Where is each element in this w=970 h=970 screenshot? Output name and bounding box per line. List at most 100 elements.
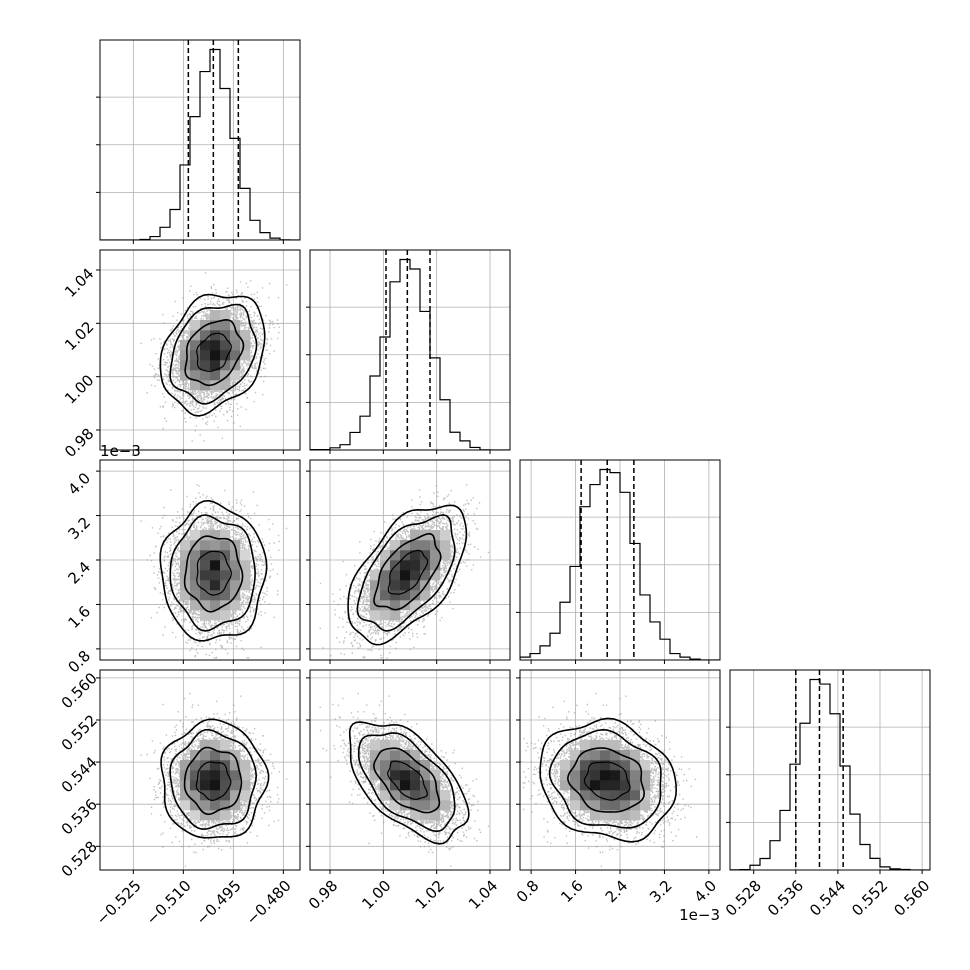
density-cell bbox=[400, 540, 411, 551]
density-cell bbox=[190, 320, 201, 331]
density-cell bbox=[620, 790, 631, 801]
density-cell bbox=[210, 760, 221, 771]
density-cell bbox=[190, 570, 201, 581]
density-cell bbox=[410, 770, 421, 781]
density-cell bbox=[630, 760, 641, 771]
density-cell bbox=[240, 550, 251, 561]
density-cell bbox=[190, 750, 201, 761]
density-cell bbox=[370, 750, 381, 761]
density-cell bbox=[180, 790, 191, 801]
density-cell bbox=[240, 560, 251, 571]
density-cell bbox=[380, 580, 391, 591]
density-cell bbox=[200, 340, 211, 351]
density-cell bbox=[200, 750, 211, 761]
density-cell bbox=[210, 340, 221, 351]
density-cell bbox=[400, 550, 411, 561]
density-cell bbox=[600, 770, 611, 781]
density-cell bbox=[190, 550, 201, 561]
density-cell bbox=[200, 570, 211, 581]
panel-frame bbox=[99, 669, 301, 871]
density-cell bbox=[600, 740, 611, 751]
density-cell bbox=[600, 760, 611, 771]
y-tick-label: 0.528 bbox=[58, 837, 101, 880]
y-tick-label: 0.560 bbox=[58, 669, 101, 712]
density-cell bbox=[620, 750, 631, 761]
panel-frame bbox=[309, 249, 511, 451]
density-panel-4-3 bbox=[516, 669, 721, 874]
contour-2 bbox=[373, 747, 441, 814]
density-cell bbox=[240, 580, 251, 591]
density-cell bbox=[410, 550, 421, 561]
density-cell bbox=[440, 550, 451, 561]
density-cell bbox=[210, 810, 221, 821]
density-cell bbox=[430, 550, 441, 561]
density-cell bbox=[400, 780, 411, 791]
density-cell bbox=[220, 590, 231, 601]
density-cell bbox=[420, 570, 431, 581]
density-cell bbox=[640, 760, 651, 771]
density-cell bbox=[210, 330, 221, 341]
density-cell bbox=[240, 330, 251, 341]
contour-1 bbox=[196, 550, 232, 596]
density-panel-4-2 bbox=[306, 669, 511, 874]
y-tick-label: 1.6 bbox=[64, 602, 94, 632]
contour-3 bbox=[169, 729, 258, 830]
density-cell bbox=[390, 750, 401, 761]
density-cell bbox=[220, 740, 231, 751]
density-cell bbox=[410, 810, 421, 821]
density-cell bbox=[630, 780, 641, 791]
x-tick-label: 3.2 bbox=[646, 877, 676, 907]
contour-1 bbox=[196, 332, 232, 373]
density-cell bbox=[220, 770, 231, 781]
density-cell bbox=[190, 530, 201, 541]
density-cell bbox=[220, 560, 231, 571]
density-cell bbox=[590, 780, 601, 791]
density-cell bbox=[230, 330, 241, 341]
density-cell bbox=[390, 610, 401, 621]
density-cell bbox=[640, 800, 651, 811]
density-panel-2-1 bbox=[96, 249, 301, 454]
y-tick-label: 0.544 bbox=[58, 753, 101, 796]
density-cell bbox=[410, 570, 421, 581]
density-cell bbox=[380, 770, 391, 781]
density-cell bbox=[240, 570, 251, 581]
density-cell bbox=[580, 760, 591, 771]
density-cell bbox=[400, 800, 411, 811]
density-cell bbox=[240, 760, 251, 771]
contour-4 bbox=[159, 293, 266, 417]
density-cell bbox=[230, 550, 241, 561]
density-cell bbox=[240, 780, 251, 791]
density-cell bbox=[410, 590, 421, 601]
density-cell bbox=[210, 370, 221, 381]
x-tick-label: 0.552 bbox=[848, 877, 891, 920]
density-cell bbox=[230, 750, 241, 761]
contour-4 bbox=[160, 718, 270, 839]
density-cell bbox=[220, 330, 231, 341]
density-cell bbox=[590, 750, 601, 761]
histogram-panel-4 bbox=[726, 669, 931, 874]
density-cell bbox=[400, 590, 411, 601]
density-cell bbox=[210, 530, 221, 541]
density-cell bbox=[570, 780, 581, 791]
contour-3 bbox=[169, 303, 258, 405]
density-cell bbox=[220, 750, 231, 761]
density-cell bbox=[440, 800, 451, 811]
density-cell bbox=[420, 590, 431, 601]
x-tick-label: 2.4 bbox=[602, 877, 632, 907]
density-cell bbox=[570, 790, 581, 801]
panel-frame bbox=[519, 459, 721, 661]
density-cell bbox=[640, 770, 651, 781]
density-cell bbox=[430, 570, 441, 581]
density-cell bbox=[190, 360, 201, 371]
density-cell bbox=[190, 810, 201, 821]
density-cell bbox=[190, 780, 201, 791]
x-tick-label: −0.480 bbox=[243, 877, 295, 929]
density-cell bbox=[180, 560, 191, 571]
contour-3 bbox=[169, 514, 256, 632]
density-cell bbox=[410, 600, 421, 611]
density-cell bbox=[210, 310, 221, 321]
density-cell bbox=[370, 570, 381, 581]
density-cell bbox=[180, 550, 191, 561]
density-cell bbox=[200, 350, 211, 361]
